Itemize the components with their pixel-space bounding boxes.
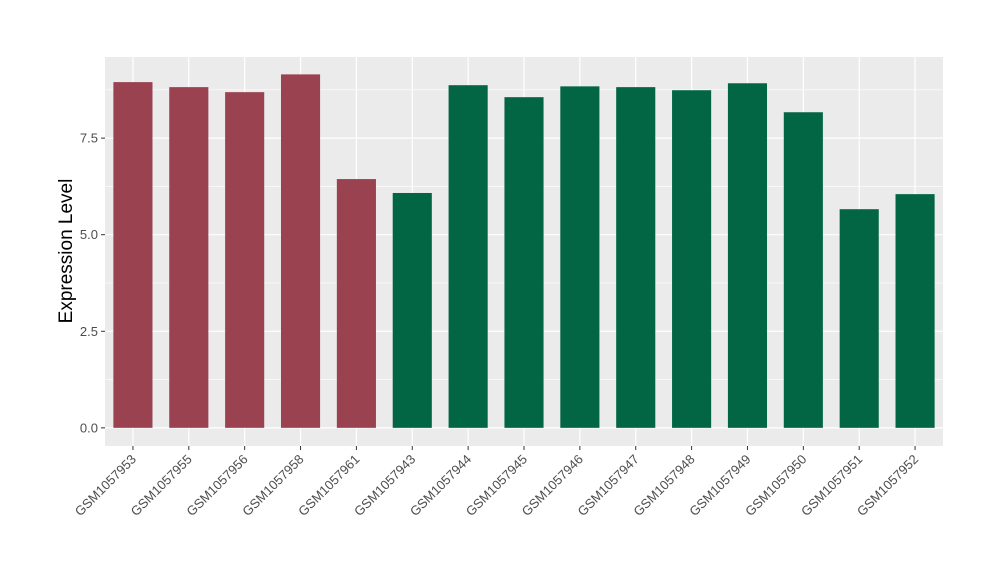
bar-GSM1057948 bbox=[672, 90, 712, 428]
y-tick-label: 2.5 bbox=[80, 324, 98, 339]
y-axis-label: Expression Level bbox=[56, 179, 77, 324]
y-tick-label: 5.0 bbox=[80, 227, 98, 242]
bar-GSM1057950 bbox=[783, 112, 823, 428]
bar-GSM1057949 bbox=[727, 83, 768, 428]
y-tick-label: 0.0 bbox=[80, 420, 98, 435]
bar-GSM1057946 bbox=[560, 86, 600, 428]
bar-GSM1057947 bbox=[616, 87, 656, 428]
bar-GSM1057952 bbox=[895, 194, 935, 428]
y-axis: 0.0 2.5 5.0 7.5 bbox=[80, 131, 105, 435]
bar-GSM1057944 bbox=[448, 85, 488, 428]
bar-GSM1057961 bbox=[336, 179, 376, 428]
x-axis: GSM1057953GSM1057955GSM1057956GSM1057958… bbox=[72, 446, 921, 519]
bar-GSM1057943 bbox=[392, 192, 432, 428]
bar-GSM1057945 bbox=[504, 97, 544, 428]
bar-GSM1057956 bbox=[225, 92, 265, 428]
bars bbox=[113, 74, 935, 428]
y-tick-label: 7.5 bbox=[80, 131, 98, 146]
bar-GSM1057953 bbox=[113, 82, 153, 428]
bar-GSM1057958 bbox=[280, 74, 321, 428]
bar-GSM1057955 bbox=[169, 87, 209, 428]
bar-GSM1057951 bbox=[839, 209, 879, 428]
